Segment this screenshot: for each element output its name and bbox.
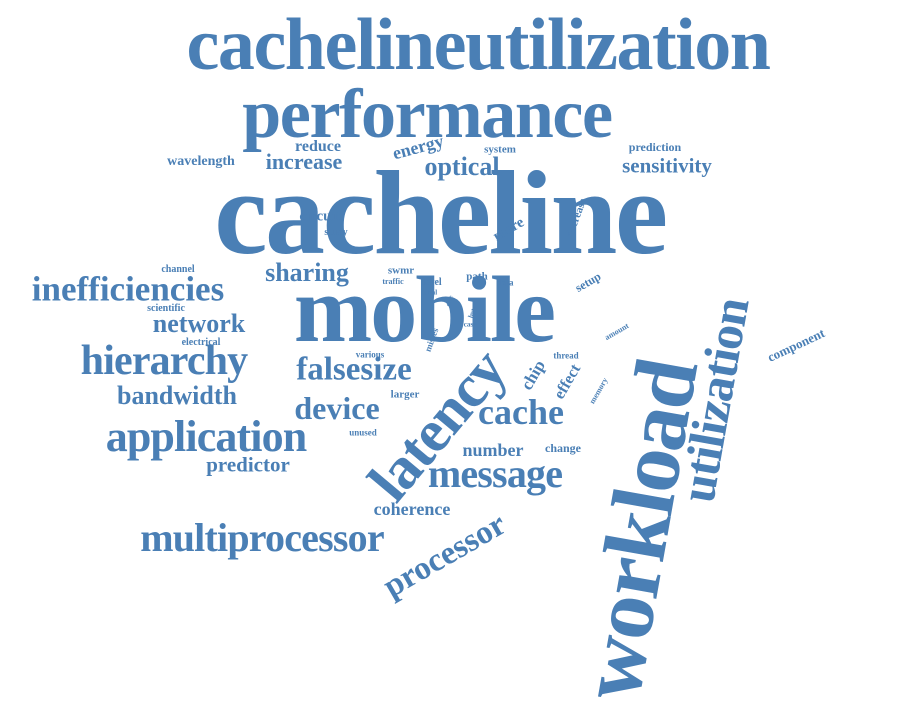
word-increase: increase xyxy=(265,149,343,174)
word-reduce: reduce xyxy=(295,138,341,155)
word-processor: processor xyxy=(377,506,513,605)
word-study: study xyxy=(324,227,348,238)
word-optical: optical xyxy=(424,152,500,181)
word-predictor: predictor xyxy=(206,452,290,477)
word-device: device xyxy=(294,390,380,426)
word-larger: larger xyxy=(390,388,420,401)
word-level: level xyxy=(422,277,442,288)
word-prediction: prediction xyxy=(628,140,682,154)
word-case: case xyxy=(463,320,477,329)
word-effect: effect xyxy=(550,361,585,403)
word-ideal: ideal xyxy=(422,288,438,297)
word-falsesize: falsesize xyxy=(296,351,412,388)
word-circuit: circuit xyxy=(299,208,341,225)
word-component: component xyxy=(765,325,827,365)
word-bandwidth: bandwidth xyxy=(117,381,237,410)
word-cache: cache xyxy=(478,392,564,432)
word-data: data xyxy=(496,277,514,288)
word-application: application xyxy=(105,412,307,461)
word-wavelength: wavelength xyxy=(167,154,235,169)
word-electrical: electrical xyxy=(181,337,221,348)
word-coherence: coherence xyxy=(373,499,451,519)
word-path: path xyxy=(466,270,488,283)
word-unused: unused xyxy=(349,427,377,438)
word-sensitivity: sensitivity xyxy=(622,153,712,178)
word-scientific: scientific xyxy=(147,303,185,314)
word-multiprocessor: multiprocessor xyxy=(140,515,384,560)
word-various: various xyxy=(355,349,385,360)
word-number: number xyxy=(462,440,524,460)
word-traffic: traffic xyxy=(382,277,404,286)
word-cacheline: cacheline xyxy=(214,146,668,279)
word-thread: thread xyxy=(553,350,579,361)
word-inefficiencies: inefficiencies xyxy=(31,269,225,309)
word-memory: memory xyxy=(587,376,610,406)
word-network: network xyxy=(152,309,246,338)
word-message: message xyxy=(427,451,563,496)
word-performance: performance xyxy=(242,76,613,153)
word-sharing: sharing xyxy=(265,258,349,287)
word-cachelineutilization: cachelineutilization xyxy=(186,4,771,86)
word-hierarchy: hierarchy xyxy=(80,338,248,384)
word-amount: amount xyxy=(603,321,631,343)
word-swmr: swmr xyxy=(387,264,415,277)
word-change: change xyxy=(545,441,581,455)
word-mobile: mobile xyxy=(293,258,556,362)
word-chip: chip xyxy=(516,356,550,394)
word-system: system xyxy=(484,143,516,156)
word-channel: channel xyxy=(161,264,195,275)
